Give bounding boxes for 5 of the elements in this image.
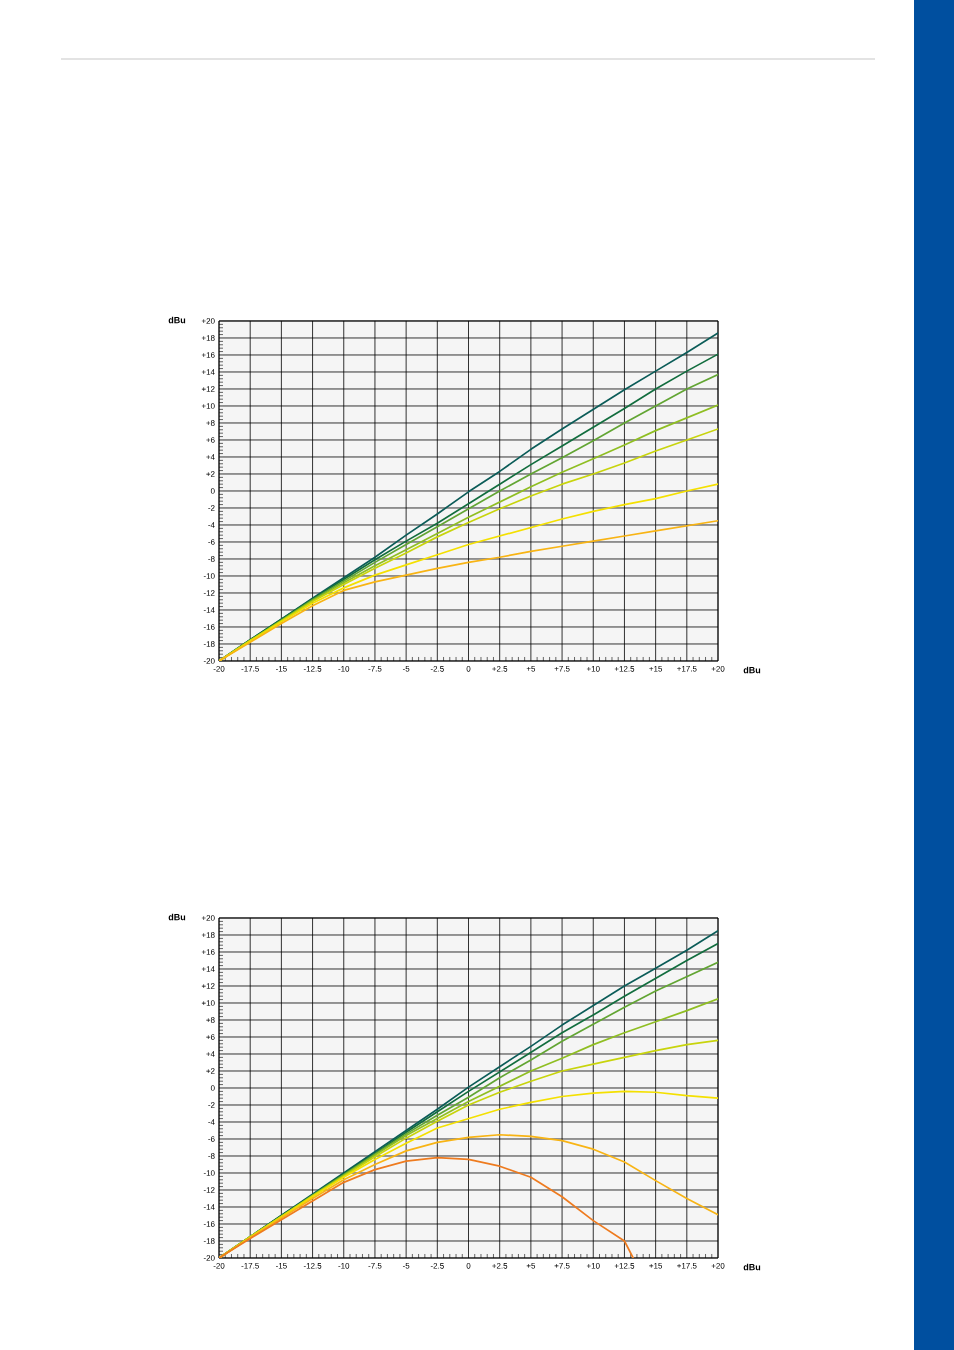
- y-axis-title: dBu: [168, 316, 186, 324]
- line-series: [219, 1156, 635, 1258]
- x-axis-title: dBu: [743, 1263, 761, 1271]
- y-axis-title: dBu: [168, 913, 186, 921]
- x-axis-title: dBu: [743, 666, 761, 674]
